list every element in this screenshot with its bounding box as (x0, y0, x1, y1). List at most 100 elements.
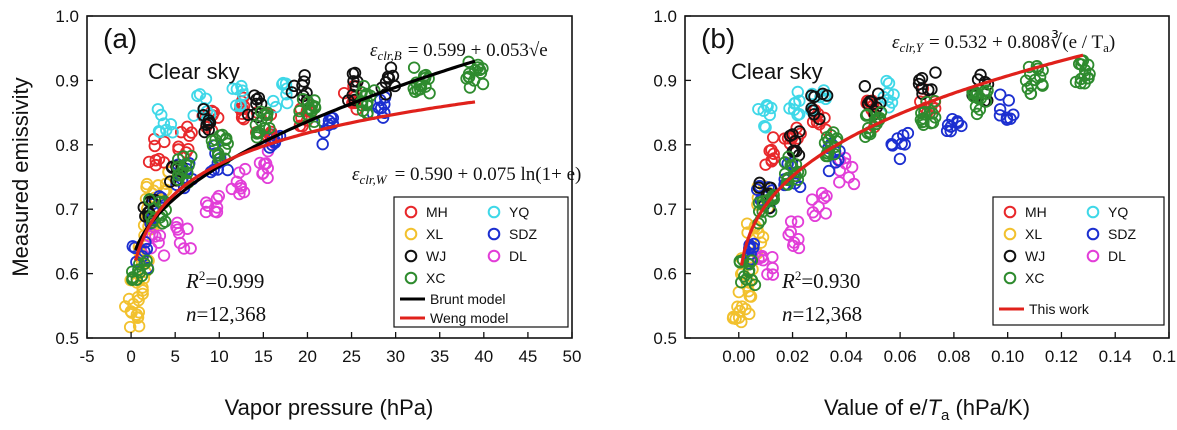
legend-label-xl: XL (426, 226, 443, 242)
x-tick-label: 35 (430, 347, 449, 366)
point-xc (1074, 76, 1087, 90)
sky-annotation: Clear sky (148, 59, 240, 84)
eq-rhs-end: ) (1109, 32, 1115, 53)
point-dl (171, 223, 184, 236)
y-tick-label: 0.5 (55, 329, 79, 348)
eq-rhs: = 0.590 + 0.075 ln(1+ e) (395, 164, 582, 185)
x-axis-title: Vapor pressure (hPa) (225, 395, 434, 420)
point-mh (142, 155, 156, 169)
point-yq (791, 85, 804, 99)
point-xc (828, 147, 841, 161)
point-dl (157, 249, 171, 262)
point-xc (733, 255, 746, 268)
point-dl (761, 268, 774, 281)
eq-symbol: ε (892, 32, 900, 53)
point-dl (199, 205, 213, 219)
x-tick-label: 0.00 (722, 347, 755, 366)
plot-frame (684, 15, 1170, 339)
point-dl (805, 193, 819, 206)
x-axis-ticks: -5 0 5 10 15 20 25 30 35 40 45 50 (79, 332, 581, 366)
legend-marker-wj (1003, 249, 1017, 263)
panel-b: 0.00 0.02 0.04 0.06 0.08 0.10 0.12 0.14 0.16 0.5… (653, 7, 1177, 424)
x-tick-label: -5 (79, 347, 94, 366)
x-tick-label: 0.02 (776, 347, 809, 366)
point-sdz (822, 164, 836, 178)
x-tick-label: 0.12 (1045, 347, 1078, 366)
eq-symbol: ε (370, 40, 378, 61)
point-xc (764, 205, 778, 218)
point-wj (813, 112, 826, 126)
point-xc (132, 263, 145, 277)
point-xl (125, 306, 138, 319)
legend-marker-sdz (1086, 227, 1100, 241)
point-wj (816, 87, 829, 101)
point-yq (885, 96, 899, 109)
point-dl (210, 201, 224, 214)
legend-label-brunt: Brunt model (430, 291, 505, 307)
point-wj (379, 76, 393, 89)
point-sdz (993, 103, 1007, 116)
point-wj (285, 86, 299, 99)
point-xc (423, 86, 436, 100)
point-xc (1028, 73, 1042, 87)
sample-count: n=12,368 (782, 302, 862, 326)
x-tick-label: 45 (518, 347, 537, 366)
legend-marker-sdz (487, 227, 501, 241)
point-dl (212, 189, 226, 203)
point-yq (759, 121, 772, 134)
point-wj (297, 75, 311, 88)
panel-a: -5 0 5 10 15 20 25 30 35 40 45 50 0.5 0.6 0.7 0.8 0.9 1.… (8, 7, 581, 420)
legend-marker-xl (1003, 227, 1017, 241)
point-mh (759, 158, 772, 171)
y-axis-ticks: 0.5 0.6 0.7 0.8 0.9 1.0 (653, 7, 691, 348)
legend-marker-dl (487, 249, 501, 263)
point-xl (742, 284, 755, 298)
point-yq (887, 88, 900, 101)
eq-subscript: clr,Y (900, 40, 925, 55)
point-dl (201, 199, 215, 212)
eq-symbol: ε (352, 164, 360, 185)
r-squared: R2=0.930 (781, 268, 860, 293)
point-mh (148, 132, 161, 146)
point-xc (251, 125, 265, 139)
point-mh (149, 158, 163, 172)
point-mh (813, 118, 826, 131)
x-tick-label: 0.14 (1099, 347, 1132, 366)
x-tick-label: 5 (170, 347, 179, 366)
point-mh (767, 152, 781, 165)
point-wj (913, 73, 926, 87)
point-yq (235, 79, 248, 93)
point-dl (210, 192, 224, 205)
legend: MH XL WJ XC YQ SDZ DL This work (992, 196, 1165, 326)
point-dl (238, 162, 252, 176)
point-xc (967, 87, 980, 101)
point-yq (793, 107, 806, 121)
point-yq (280, 96, 294, 110)
legend-label-mh: MH (1025, 204, 1047, 220)
point-xc (471, 58, 485, 72)
point-sdz (1000, 111, 1014, 124)
point-mh (235, 111, 249, 124)
point-wj (915, 71, 929, 85)
x-tick-label: 40 (474, 347, 493, 366)
legend-marker-mh (1003, 205, 1017, 219)
legend-label-this-work: This work (1029, 301, 1090, 317)
point-xc (1078, 77, 1091, 90)
point-mh (148, 139, 161, 153)
point-xc (915, 106, 928, 120)
point-xc (407, 61, 421, 74)
point-yq (793, 94, 806, 107)
model-line-brunt-model (134, 59, 476, 251)
weng-equation: εclr,W = 0.590 + 0.075 ln(1+ e) (352, 164, 581, 187)
legend-box (393, 196, 569, 328)
point-yq (814, 90, 827, 104)
point-xl (756, 230, 770, 244)
point-xc (261, 106, 274, 120)
y-tick-label: 0.9 (55, 71, 79, 90)
point-xl (731, 300, 744, 313)
legend-label-xc: XC (426, 270, 445, 286)
point-yq (752, 102, 765, 116)
legend-label-wj: WJ (426, 248, 446, 264)
point-sdz (893, 152, 907, 166)
